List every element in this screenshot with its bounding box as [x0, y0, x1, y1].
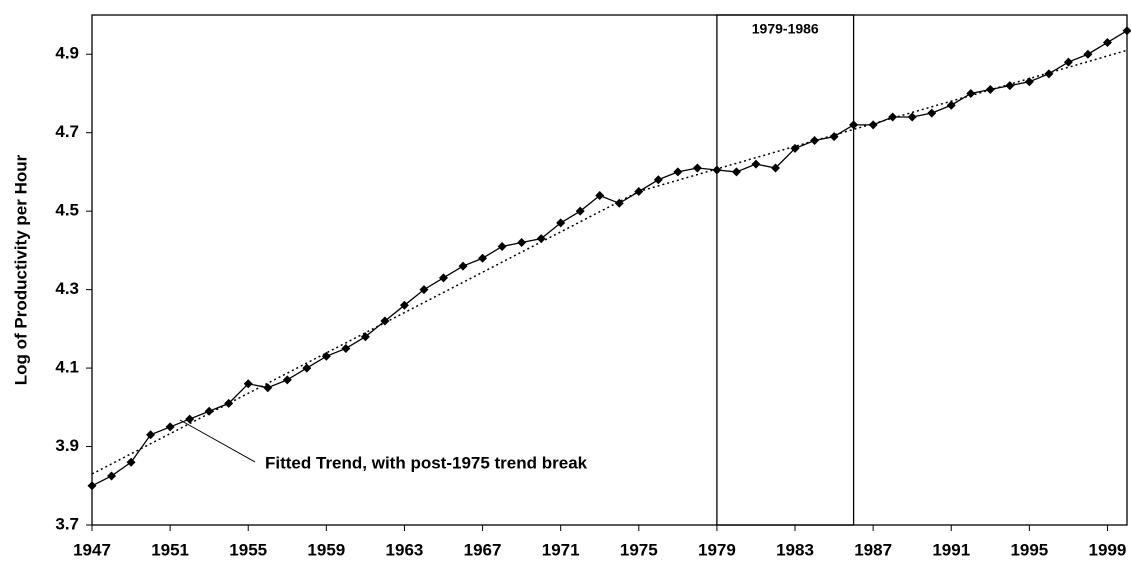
y-tick-label: 3.7	[55, 514, 79, 533]
data-point	[673, 167, 683, 177]
annotation: Fitted Trend, with post-1975 trend break	[265, 453, 588, 472]
x-tick-label: 1983	[776, 540, 814, 559]
data-point	[1083, 49, 1093, 59]
data-point	[165, 422, 175, 432]
data-point	[341, 343, 351, 353]
data-point	[888, 112, 898, 122]
data-point	[478, 253, 488, 263]
data-point	[146, 430, 156, 440]
x-tick-label: 1963	[386, 540, 424, 559]
data-point	[321, 351, 331, 361]
data-point	[653, 175, 663, 185]
x-tick-label: 1975	[620, 540, 658, 559]
data-point	[185, 414, 195, 424]
data-point	[595, 190, 605, 200]
data-point	[868, 120, 878, 130]
annotation-leader	[179, 419, 256, 463]
x-tick-label: 1967	[464, 540, 502, 559]
y-tick-label: 3.9	[55, 436, 79, 455]
x-tick-label: 1999	[1089, 540, 1127, 559]
data-point	[87, 481, 97, 491]
data-point	[399, 300, 409, 310]
y-tick-label: 4.7	[55, 122, 79, 141]
x-tick-label: 1971	[542, 540, 580, 559]
y-tick-label: 4.9	[55, 44, 79, 63]
y-tick-label: 4.3	[55, 279, 79, 298]
data-point	[380, 316, 390, 326]
x-tick-label: 1959	[307, 540, 345, 559]
data-point	[1063, 57, 1073, 67]
data-point	[927, 108, 937, 118]
data-point	[790, 143, 800, 153]
data-point	[751, 159, 761, 169]
data-point	[731, 167, 741, 177]
data-point	[1005, 81, 1015, 91]
data-point	[419, 285, 429, 295]
data-point	[1044, 69, 1054, 79]
data-point	[770, 163, 780, 173]
data-point	[985, 85, 995, 95]
data-point	[263, 383, 273, 393]
data-point	[107, 471, 117, 481]
x-tick-label: 1987	[854, 540, 892, 559]
data-point	[302, 363, 312, 373]
y-tick-label: 4.1	[55, 358, 79, 377]
trend-line	[91, 49, 1128, 475]
data-point	[907, 112, 917, 122]
period-label: 1979-1986	[752, 21, 819, 37]
x-tick-label: 1947	[73, 540, 111, 559]
data-line	[91, 30, 1128, 487]
data-point	[556, 218, 566, 228]
data-point	[692, 163, 702, 173]
data-point	[126, 457, 136, 467]
x-tick-label: 1995	[1010, 540, 1048, 559]
data-point	[497, 241, 507, 251]
data-point	[634, 187, 644, 197]
data-point	[1122, 26, 1131, 36]
data-point	[1024, 77, 1034, 87]
data-point	[224, 398, 234, 408]
data-point	[243, 379, 253, 389]
period-box	[716, 14, 855, 526]
x-tick-label: 1951	[151, 540, 189, 559]
data-point	[282, 375, 292, 385]
data-point	[1102, 37, 1112, 47]
data-point	[966, 88, 976, 98]
data-point	[849, 120, 859, 130]
y-tick-label: 4.5	[55, 201, 79, 220]
x-tick-label: 1979	[698, 540, 736, 559]
data-point	[614, 198, 624, 208]
data-point	[204, 406, 214, 416]
data-point	[458, 261, 468, 271]
data-point	[946, 100, 956, 110]
data-point	[829, 132, 839, 142]
data-point	[360, 332, 370, 342]
data-point	[536, 234, 546, 244]
data-point	[810, 136, 820, 146]
x-tick-label: 1991	[932, 540, 970, 559]
x-tick-label: 1955	[229, 540, 267, 559]
data-point	[712, 165, 722, 175]
plot-frame	[91, 14, 1128, 526]
data-point	[439, 273, 449, 283]
data-point	[575, 206, 585, 216]
y-axis-title: Log of Productivity per Hour	[11, 154, 30, 385]
data-point	[517, 238, 527, 248]
